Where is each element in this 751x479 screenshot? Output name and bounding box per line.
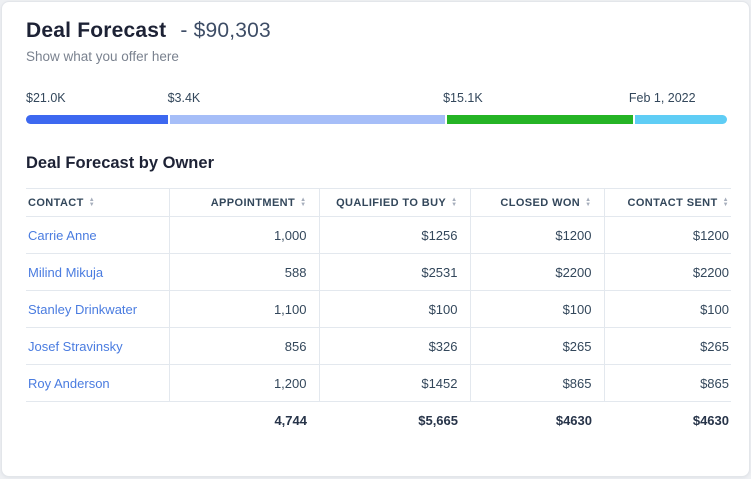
contact-cell: Josef Stravinsky [26,327,170,365]
card-header: Deal Forecast - $90,303 Show what you of… [2,2,749,64]
contact-sent-cell: $865 [604,364,731,402]
contact-link[interactable]: Stanley Drinkwater [28,301,138,317]
contact-sent-cell: $265 [604,327,731,365]
progress-label: $15.1K [443,91,483,105]
table-row: Carrie Anne 1,000 $1256 $1200 $1200 [26,216,731,254]
column-header-contact-sent[interactable]: Contact Sent ▲ ▼ [604,188,731,217]
table-header-row: Contact ▲ ▼ Appointment ▲ ▼ Qualified to Buy… [26,188,731,217]
forecast-progress: $21.0K $3.4K $15.1K Feb 1, 2022 [26,91,727,124]
table-row: Roy Anderson 1,200 $1452 $865 $865 [26,364,731,402]
total-cell: $4630 [555,413,592,429]
appointment-cell: 1,000 [169,216,320,254]
card-subtitle: Show what you offer here [26,49,179,64]
column-label: Contact [28,196,84,209]
closed-won-cell: $100 [470,290,605,328]
column-header-contact[interactable]: Contact ▲ ▼ [26,188,170,217]
total-cell: 4,744 [274,413,307,429]
appointment-cell: 1,100 [169,290,320,328]
page-title: Deal Forecast - $90,303 [26,18,726,44]
page-title-amount: - $90,303 [180,19,271,42]
sort-icon[interactable]: ▲ ▼ [88,196,96,208]
contact-link[interactable]: Josef Stravinsky [28,338,123,354]
qualified-cell: $100 [319,290,471,328]
progress-label: $21.0K [26,91,66,105]
progress-segment [634,115,727,124]
progress-bar [26,115,727,124]
column-label: Contact Sent [627,196,718,209]
closed-won-cell: $2200 [470,253,605,291]
total-cell: $4630 [692,413,729,429]
table-row: Milind Mikuja 588 $2531 $2200 $2200 [26,253,731,291]
progress-labels: $21.0K $3.4K $15.1K Feb 1, 2022 [26,91,727,108]
contact-sent-cell: $2200 [604,253,731,291]
progress-label: Feb 1, 2022 [628,91,696,105]
column-header-closed-won[interactable]: Closed Won ▲ ▼ [470,188,605,217]
table-row: Stanley Drinkwater 1,100 $100 $100 $100 [26,290,731,328]
closed-won-cell: $865 [470,364,605,402]
total-cell: $5,665 [418,413,458,429]
sort-icon[interactable]: ▲ ▼ [300,196,307,208]
table-row: Josef Stravinsky 856 $326 $265 $265 [26,327,731,365]
appointment-cell: 1,200 [169,364,320,402]
appointment-cell: 856 [169,327,320,365]
contact-cell: Milind Mikuja [26,253,170,291]
column-header-qualified-to-buy[interactable]: Qualified to Buy ▲ ▼ [319,188,471,217]
contact-link[interactable]: Carrie Anne [28,227,97,243]
qualified-cell: $1256 [319,216,471,254]
contact-link[interactable]: Milind Mikuja [28,264,104,280]
column-header-appointment[interactable]: Appointment ▲ ▼ [169,188,320,217]
column-label: Appointment [210,196,296,209]
contact-cell: Carrie Anne [26,216,170,254]
sort-icon[interactable]: ▲ ▼ [451,196,458,208]
qualified-cell: $2531 [319,253,471,291]
appointment-cell: 588 [169,253,320,291]
qualified-cell: $326 [319,327,471,365]
totals-row: 4,744 $5,665 $4630 $4630 [26,402,731,440]
total-cell [26,402,169,440]
closed-won-cell: $265 [470,327,605,365]
sort-icon[interactable]: ▲ ▼ [722,196,729,208]
column-label: Closed Won [500,196,581,209]
qualified-cell: $1452 [319,364,471,402]
column-label: Qualified to Buy [336,196,447,209]
progress-segment [26,115,168,124]
contact-cell: Roy Anderson [26,364,170,402]
progress-label: $3.4K [167,91,201,105]
progress-segment [447,115,633,124]
closed-won-cell: $1200 [470,216,605,254]
deal-forecast-table: Contact ▲ ▼ Appointment ▲ ▼ Qualified to Buy… [26,188,731,440]
contact-cell: Stanley Drinkwater [26,290,170,328]
progress-segment [169,115,446,124]
contact-sent-cell: $100 [604,290,731,328]
page-title-text: Deal Forecast [26,19,167,42]
contact-link[interactable]: Roy Anderson [28,375,110,391]
sort-icon[interactable]: ▲ ▼ [585,196,592,208]
table-title: Deal Forecast by Owner [26,154,214,172]
contact-sent-cell: $1200 [604,216,731,254]
